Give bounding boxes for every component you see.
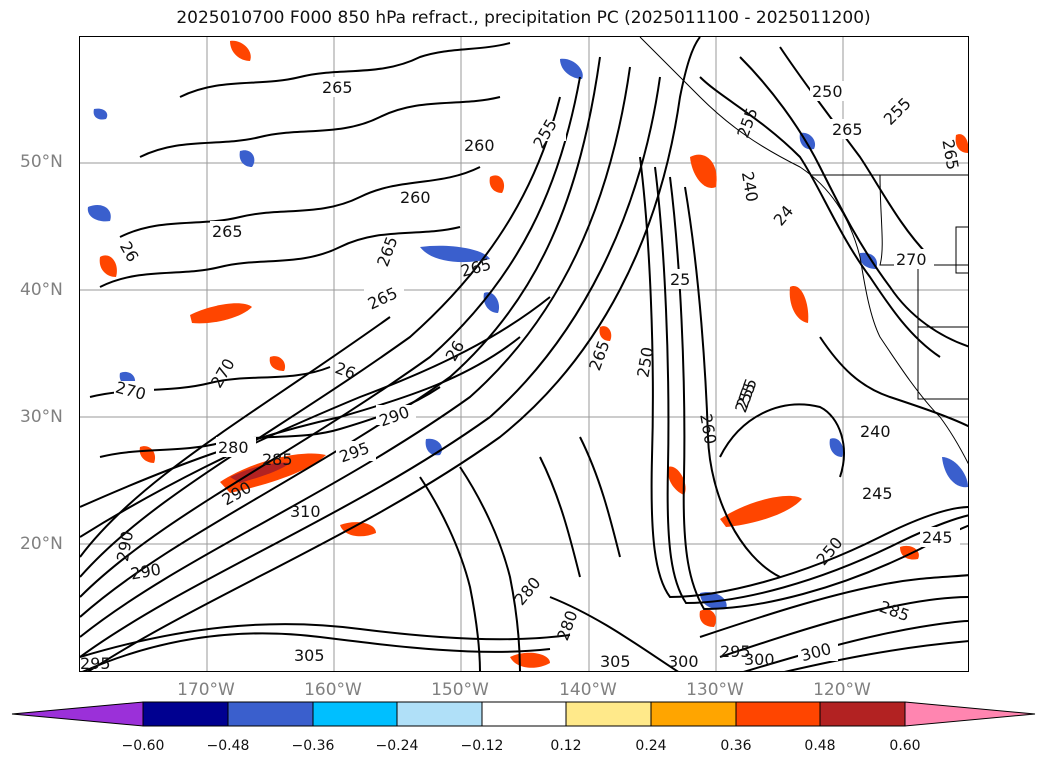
lat-label-50n: 50°N [20, 152, 63, 172]
contour-label: 265 [212, 222, 243, 241]
colorbar-swatch [481, 701, 567, 727]
contour-label: 290 [129, 560, 162, 584]
lat-label-30n: 30°N [20, 407, 63, 427]
lat-label-20n: 20°N [20, 534, 63, 554]
colorbar-swatch-over [904, 701, 1036, 727]
contour-label: 260 [464, 136, 495, 155]
contour-label: 280 [218, 438, 249, 457]
contour-label: 265 [373, 234, 401, 269]
contour-label: 295 [720, 642, 751, 661]
contour-label: 255 [731, 380, 759, 415]
colorbar-tick-label: 0.60 [889, 738, 921, 754]
colorbar-tick-label: 0.48 [804, 738, 836, 754]
colorbar-tick-label: −0.12 [460, 738, 504, 754]
colorbar-tick-label: −0.60 [121, 738, 165, 754]
precip-shading [87, 40, 968, 668]
colorbar-tick-label: −0.36 [291, 738, 335, 754]
contour-label: 300 [668, 652, 699, 671]
contour-label: 260 [696, 412, 720, 445]
colorbar-swatch [650, 701, 737, 727]
contour-label: 295 [80, 654, 111, 672]
lon-label-120w: 120°W [813, 680, 871, 700]
coastlines [639, 37, 968, 465]
colorbar-swatch [565, 701, 652, 727]
colorbar [11, 701, 1036, 727]
map-canvas: 265 260 255 250 265 255 265 260 265 26 2… [80, 37, 968, 672]
contour-label: 26 [116, 238, 143, 265]
lon-label-160w: 160°W [304, 680, 362, 700]
contour-label: 265 [322, 78, 353, 97]
contour-label: 250 [633, 346, 657, 379]
contour-label: 24 [770, 202, 798, 230]
contour-label: 270 [207, 355, 239, 391]
contour-label: 265 [938, 138, 962, 171]
contour-label: 305 [600, 652, 631, 671]
contour-label: 270 [896, 250, 927, 269]
contour-label: 280 [553, 608, 581, 643]
colorbar-tick-label: 0.36 [720, 738, 752, 754]
contour-label: 25 [670, 270, 690, 289]
contour-label: 245 [862, 484, 893, 503]
lon-label-130w: 130°W [686, 680, 744, 700]
contour-label: 285 [877, 597, 912, 625]
lon-label-140w: 140°W [559, 680, 617, 700]
colorbar-swatch [142, 701, 229, 727]
contour-label: 305 [294, 646, 325, 665]
lat-label-40n: 40°N [20, 280, 63, 300]
contour-label: 290 [113, 530, 137, 563]
colorbar-tick-label: 0.12 [550, 738, 582, 754]
colorbar-tick-label: −0.24 [375, 738, 419, 754]
map-title: 2025010700 F000 850 hPa refract., precip… [176, 8, 871, 28]
contour-label: 240 [738, 170, 762, 203]
contour-label: 245 [922, 528, 953, 547]
contour-label: 250 [812, 82, 843, 101]
contour-label: 240 [860, 422, 891, 441]
contour-label: 255 [733, 105, 761, 140]
contour-label: 310 [290, 502, 321, 521]
colorbar-swatch [227, 701, 314, 727]
colorbar-tick-label: 0.24 [635, 738, 667, 754]
contour-label: 26 [333, 358, 359, 383]
contour-label: 285 [262, 450, 293, 469]
contour-label: 265 [832, 120, 863, 139]
contour-labels: 265 260 255 250 265 255 265 260 265 26 2… [80, 77, 962, 672]
colorbar-swatch-under [11, 701, 144, 727]
lon-label-170w: 170°W [177, 680, 235, 700]
colorbar-tick-label: −0.48 [206, 738, 250, 754]
contour-label: 260 [400, 188, 431, 207]
lon-label-150w: 150°W [431, 680, 489, 700]
contour-label: 255 [880, 94, 915, 129]
colorbar-swatch [396, 701, 483, 727]
colorbar-swatch [312, 701, 398, 727]
map-panel: 265 260 255 250 265 255 265 260 265 26 2… [79, 36, 969, 672]
refractivity-contours [80, 37, 968, 671]
colorbar-swatch [819, 701, 906, 727]
colorbar-swatch [735, 701, 821, 727]
contour-label: 300 [744, 650, 775, 669]
